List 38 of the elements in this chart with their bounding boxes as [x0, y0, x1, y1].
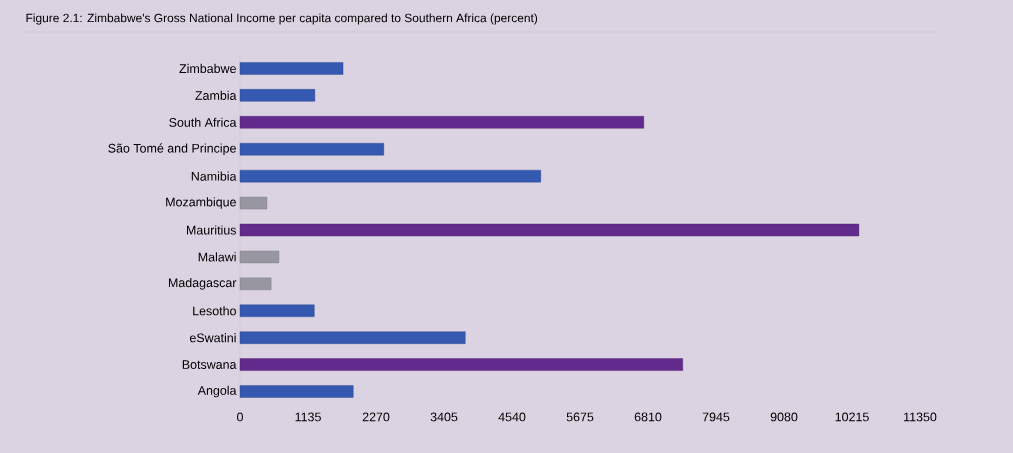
x-tick-label: 9080 — [770, 412, 798, 422]
y-tick-label: Zambia — [195, 90, 237, 100]
bar — [239, 62, 344, 75]
bar — [239, 143, 384, 156]
y-tick-label: São Tomé and Principe — [108, 143, 236, 156]
bar — [239, 385, 354, 398]
y-tick-label: Mauritius — [186, 225, 237, 235]
y-tick-label: Malawi — [198, 252, 236, 262]
y-tick-label: South Africa — [169, 117, 237, 127]
bar — [239, 116, 645, 129]
x-tick-label: 4540 — [498, 412, 526, 422]
x-tick-label: 5675 — [566, 412, 594, 422]
x-tick-label: 0 — [237, 412, 243, 422]
bar — [239, 304, 315, 317]
bar — [239, 89, 316, 102]
bar — [239, 250, 280, 264]
y-tick-label: Angola — [197, 385, 237, 398]
y-tick-label: Lesotho — [193, 306, 236, 316]
bar — [239, 277, 272, 291]
y-tick-label: eSwatini — [189, 333, 236, 343]
y-tick-label: Mozambique — [166, 197, 236, 209]
y-tick-label: Botswana — [182, 360, 237, 369]
bar — [239, 169, 541, 183]
x-tick-label: 11350 — [904, 412, 937, 422]
x-tick-label: 6810 — [634, 412, 662, 422]
y-tick-label: Namibia — [191, 171, 237, 181]
bar — [239, 196, 268, 210]
bar — [239, 223, 860, 237]
chart-title: Figure 2.1: Zimbabwe's Gross National Income per capita compared to Southern Africa (percent) — [26, 13, 538, 25]
x-tick-label: 2270 — [362, 412, 390, 422]
bar — [239, 358, 683, 371]
bar — [239, 331, 466, 344]
y-tick-label: Madagascar — [168, 278, 237, 290]
y-tick-label: Zimbabwe — [179, 63, 236, 74]
x-tick-label: 1135 — [295, 412, 321, 422]
x-tick-label: 7945 — [702, 412, 730, 422]
x-tick-label: 3405 — [430, 412, 458, 422]
x-tick-label: 10215 — [835, 412, 869, 422]
